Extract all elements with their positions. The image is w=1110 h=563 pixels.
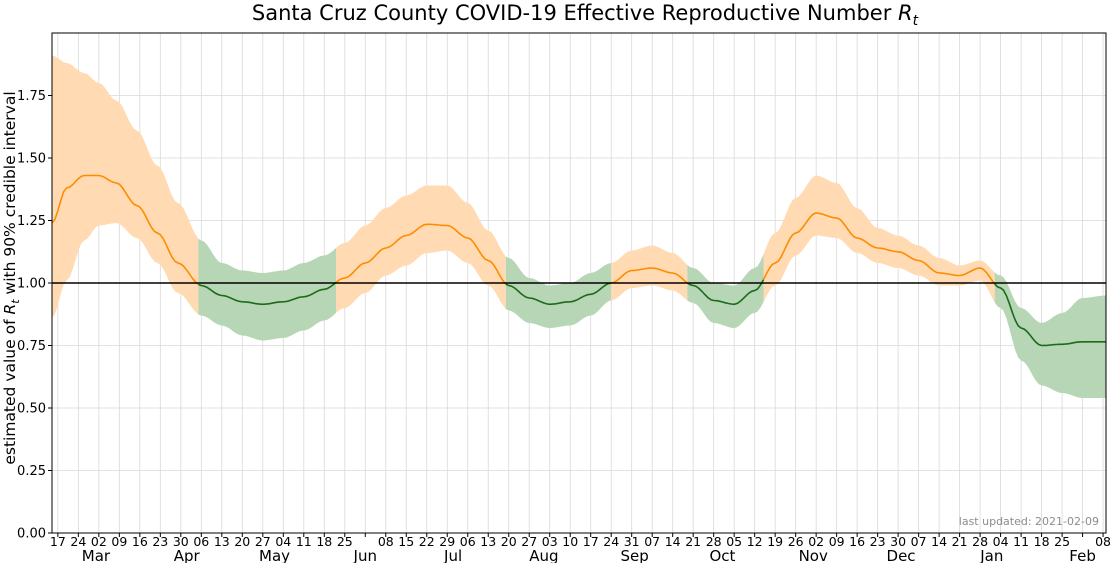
x-month-label: Aug <box>529 547 558 563</box>
interval-band-above <box>336 185 506 313</box>
x-tick-label: 26 <box>788 534 804 549</box>
x-month-label: Mar <box>82 547 111 563</box>
rt-estimate-lines <box>51 174 1106 347</box>
x-tick-label: 21 <box>952 534 968 549</box>
y-tick-label: 0.75 <box>17 339 46 354</box>
interval-band-below <box>994 272 1106 398</box>
x-tick-label: 23 <box>152 534 168 549</box>
x-tick-label: 07 <box>644 534 660 549</box>
x-tick-label: 17 <box>50 534 66 549</box>
rt-line-below <box>994 283 1106 347</box>
x-tick-label: 24 <box>70 534 86 549</box>
credible-interval-bands <box>52 55 1106 398</box>
chart-title: Santa Cruz County COVID-19 Effective Rep… <box>252 1 919 29</box>
x-tick-label: 24 <box>603 534 619 549</box>
x-tick-label: 16 <box>132 534 148 549</box>
x-tick-label: 27 <box>521 534 537 549</box>
x-tick-label: 06 <box>460 534 476 549</box>
x-tick-label: 25 <box>337 534 353 549</box>
x-tick-label: 17 <box>583 534 599 549</box>
y-axis-label: estimated value of Rt with 90% credible … <box>1 91 22 464</box>
x-month-label: May <box>259 547 290 563</box>
rt-line-below <box>686 279 765 306</box>
x-tick-label: 05 <box>726 534 742 549</box>
y-axis-ticks: 0.00 0.25 0.50 0.75 1.00 1.25 1.50 1.75 <box>17 89 52 542</box>
rt-line-above <box>51 174 199 286</box>
x-tick-label: 08 <box>1095 534 1110 549</box>
x-tick-label: 29 <box>439 534 455 549</box>
x-month-label: Jun <box>353 547 377 563</box>
y-tick-label: 1.50 <box>17 152 46 167</box>
rt-line-below <box>505 282 612 306</box>
x-tick-label: 07 <box>911 534 927 549</box>
x-tick-label: 14 <box>665 534 681 549</box>
x-tick-label: 13 <box>480 534 496 549</box>
y-tick-label: 1.00 <box>17 277 46 292</box>
x-tick-label: 12 <box>747 534 763 549</box>
x-tick-label: 20 <box>234 534 250 549</box>
x-tick-label: 02 <box>808 534 824 549</box>
rt-line-above <box>611 267 688 284</box>
x-month-label: Jan <box>979 547 1003 563</box>
x-tick-label: 14 <box>931 534 947 549</box>
x-tick-label: 31 <box>624 534 640 549</box>
x-month-label: Apr <box>174 547 201 563</box>
y-tick-label: 1.25 <box>17 214 46 229</box>
x-tick-label: 04 <box>275 534 291 549</box>
x-tick-label: 03 <box>542 534 558 549</box>
x-tick-label: 21 <box>685 534 701 549</box>
x-tick-label: 06 <box>193 534 209 549</box>
y-tick-label: 0.00 <box>17 527 46 542</box>
interval-band-above <box>611 245 688 301</box>
interval-band-below <box>198 238 336 341</box>
x-month-label: Oct <box>709 547 735 563</box>
x-month-label: Nov <box>799 547 828 563</box>
x-tick-label: 11 <box>296 534 312 549</box>
y-tick-label: 1.75 <box>17 89 46 104</box>
x-tick-label: 15 <box>398 534 414 549</box>
interval-band-above <box>763 175 995 303</box>
x-tick-label: 18 <box>316 534 332 549</box>
x-tick-label: 27 <box>255 534 271 549</box>
x-tick-label: 08 <box>378 534 394 549</box>
rt-line-above <box>762 212 996 285</box>
x-tick-label: 13 <box>214 534 230 549</box>
x-month-label: Jul <box>443 547 462 563</box>
x-tick-label: 28 <box>972 534 988 549</box>
x-tick-label: 30 <box>890 534 906 549</box>
rt-line-below <box>198 281 337 306</box>
x-axis-month-labels: Mar Apr May Jun Jul Aug Sep Oct Nov Dec Jan Feb <box>82 547 1096 563</box>
interval-band-above <box>52 55 199 318</box>
x-tick-label: 02 <box>91 534 107 549</box>
y-tick-label: 0.25 <box>17 464 46 479</box>
x-tick-label: 30 <box>173 534 189 549</box>
x-tick-label: 04 <box>993 534 1009 549</box>
x-axis-ticks: 17 24 02 09 16 23 30 06 13 20 27 04 11 18 25 08 15 22 29 06… <box>50 533 1110 549</box>
last-updated-note: last updated: 2021-02-09 <box>959 515 1099 528</box>
x-tick-label: 09 <box>111 534 127 549</box>
x-tick-label: 18 <box>1034 534 1050 549</box>
interval-band-below <box>687 254 764 328</box>
interval-band-below <box>505 256 612 328</box>
x-tick-label: 22 <box>419 534 435 549</box>
x-month-label: Dec <box>887 547 916 563</box>
x-tick-label: 16 <box>849 534 865 549</box>
x-tick-label: 10 <box>562 534 578 549</box>
x-month-label: Feb <box>1069 547 1096 563</box>
x-tick-label: 09 <box>829 534 845 549</box>
x-tick-label: 23 <box>870 534 886 549</box>
x-tick-label: 19 <box>767 534 783 549</box>
rt-line-above <box>335 223 507 285</box>
x-tick-label: 25 <box>1054 534 1070 549</box>
x-tick-label: 11 <box>1013 534 1029 549</box>
x-tick-label: 28 <box>706 534 722 549</box>
x-month-label: Sep <box>620 547 648 563</box>
x-tick-label: 20 <box>501 534 517 549</box>
y-tick-label: 0.50 <box>17 402 46 417</box>
